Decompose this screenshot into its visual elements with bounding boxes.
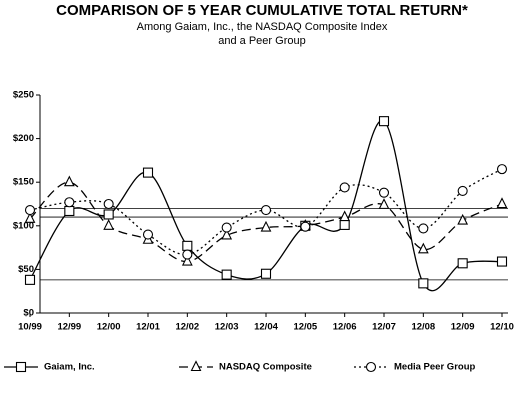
x-tick-label: 12/03 (215, 322, 239, 333)
legend-label: Gaiam, Inc. (44, 362, 95, 373)
x-tick-label: 12/06 (333, 322, 357, 333)
marker (339, 182, 350, 193)
marker (457, 258, 468, 269)
marker (339, 210, 351, 222)
marker (24, 274, 36, 285)
marker (300, 221, 311, 232)
marker (15, 361, 27, 373)
marker (457, 185, 468, 196)
marker (418, 278, 429, 289)
y-tick-label: $150 (13, 177, 34, 188)
legend-label: NASDAQ Composite (219, 362, 312, 373)
y-tick-label: $100 (13, 220, 34, 231)
chart-title: COMPARISON OF 5 YEAR CUMULATIVE TOTAL RE… (56, 2, 468, 19)
marker (64, 197, 75, 208)
x-tick-label: 10/99 (18, 322, 42, 333)
x-tick-label: 12/09 (451, 322, 475, 333)
x-tick-label: 12/99 (57, 322, 81, 333)
marker (142, 167, 154, 178)
y-tick-label: $50 (18, 264, 34, 275)
marker (142, 229, 154, 240)
marker (64, 205, 75, 217)
marker (190, 360, 202, 372)
legend-label: Media Peer Group (394, 362, 475, 373)
x-tick-label: 12/02 (175, 322, 199, 333)
x-tick-label: 12/01 (136, 322, 160, 333)
marker (378, 198, 390, 209)
x-tick-label: 12/00 (97, 322, 121, 333)
marker (339, 219, 350, 230)
y-tick-label: $0 (23, 308, 34, 319)
marker (221, 228, 233, 240)
marker (378, 116, 390, 127)
chart-subtitle: Among Gaiam, Inc., the NASDAQ Composite … (137, 21, 388, 33)
x-tick-label: 12/10 (490, 322, 514, 333)
marker (182, 240, 193, 251)
marker (418, 223, 429, 234)
x-tick-label: 12/08 (411, 322, 435, 333)
y-tick-label: $200 (13, 133, 34, 144)
marker (260, 220, 272, 232)
chart-subtitle: and a Peer Group (218, 35, 305, 47)
x-tick-label: 12/04 (254, 322, 278, 333)
marker (260, 205, 272, 216)
y-tick-label: $250 (13, 90, 34, 101)
marker (365, 361, 377, 373)
marker (221, 222, 232, 233)
marker (496, 164, 508, 175)
marker (496, 256, 508, 267)
marker (378, 187, 390, 198)
marker (103, 209, 114, 220)
marker (260, 268, 272, 279)
marker (417, 242, 429, 254)
marker (181, 254, 193, 266)
marker (63, 175, 75, 187)
marker (221, 269, 232, 280)
marker (24, 205, 36, 216)
marker (182, 249, 193, 260)
marker (496, 197, 508, 209)
marker (103, 219, 115, 230)
x-tick-label: 12/05 (293, 322, 317, 333)
marker (457, 213, 469, 225)
marker (103, 198, 114, 210)
marker (24, 212, 36, 223)
x-tick-label: 12/07 (372, 322, 396, 333)
